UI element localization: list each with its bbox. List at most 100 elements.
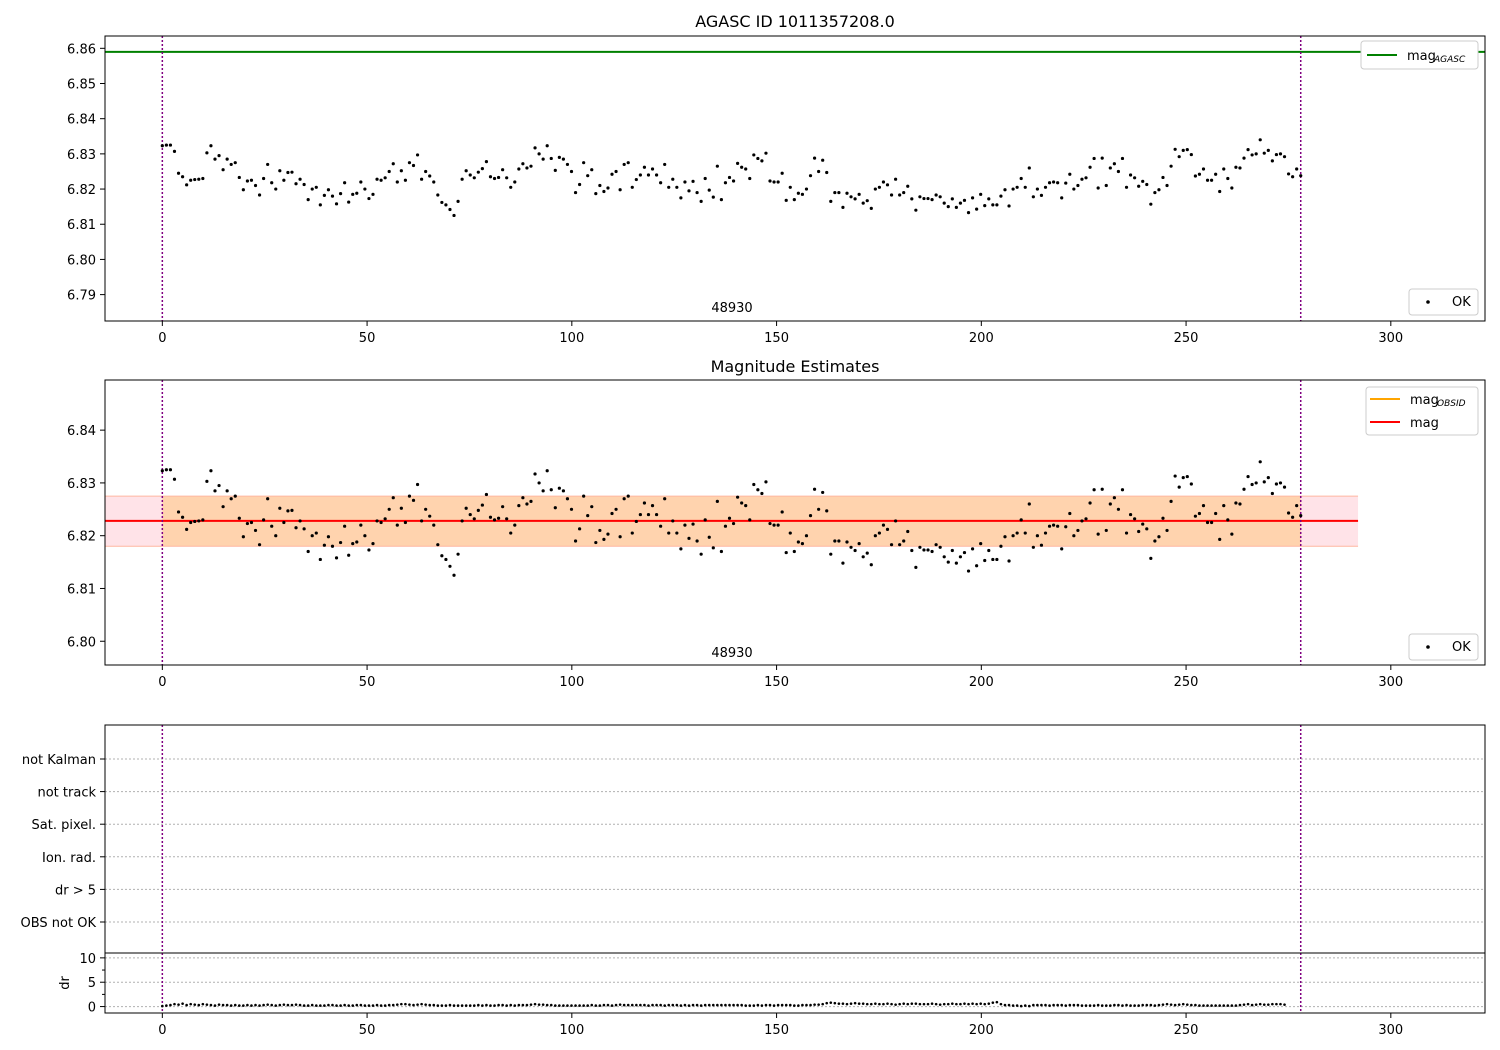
mag-point	[966, 211, 971, 215]
dr-point	[310, 1003, 314, 1007]
mag-point	[942, 201, 946, 205]
mag-point	[979, 192, 983, 196]
mag-point	[1084, 176, 1088, 180]
mag-estimate-point	[298, 519, 302, 523]
panel2-title: Magnitude Estimates	[711, 357, 880, 376]
dr-point	[869, 1002, 873, 1006]
dr-point	[1279, 1002, 1282, 1006]
mag-estimate-point	[1185, 474, 1189, 479]
dr-point	[606, 1003, 610, 1007]
mag-estimate-point	[979, 542, 983, 546]
mag-point	[1258, 138, 1262, 142]
mag-point	[699, 199, 703, 203]
mag-point	[800, 192, 805, 196]
mag-point	[440, 200, 444, 205]
mag-point	[727, 175, 732, 180]
mag-point	[922, 196, 926, 201]
mag-estimate-point	[727, 516, 732, 520]
panel2-xtick-label: 200	[969, 675, 994, 690]
mag-point	[1246, 148, 1250, 152]
mag-estimate-point	[1088, 501, 1092, 505]
mag-point	[926, 196, 930, 201]
mag-estimate-point	[213, 489, 217, 493]
mag-estimate-point	[1266, 476, 1270, 480]
mag-point	[1242, 156, 1246, 160]
mag-estimate-point	[715, 499, 719, 503]
dr-point	[477, 1003, 480, 1007]
dr-point	[1254, 1003, 1258, 1006]
panel2-ytick-label: 6.81	[67, 582, 96, 597]
dr-point	[1198, 1004, 1201, 1007]
dr-point	[999, 1002, 1003, 1006]
dr-point	[493, 1004, 496, 1007]
dr-point	[955, 1002, 958, 1006]
mag-point	[492, 176, 497, 181]
dr-point	[987, 1002, 991, 1005]
mag-estimate-point	[1027, 502, 1031, 506]
mag-estimate-point	[1262, 480, 1266, 484]
mag-point	[1266, 148, 1270, 152]
mag-estimate-point	[302, 527, 306, 531]
mag-point	[740, 165, 744, 169]
dr-point	[926, 1002, 930, 1006]
dr-point	[1169, 1003, 1173, 1006]
mag-point	[399, 169, 403, 173]
mag-point	[1137, 184, 1141, 188]
mag-estimate-point	[663, 497, 667, 501]
mag-estimate-point	[752, 482, 756, 487]
dr-point	[525, 1003, 529, 1007]
mag-point	[533, 146, 537, 150]
panel2-ytick-label: 6.80	[67, 635, 96, 650]
dr-point	[1202, 1004, 1205, 1007]
dr-point	[1242, 1003, 1246, 1006]
dr-point	[849, 1002, 853, 1005]
dr-point	[1246, 1002, 1250, 1006]
mag-estimate-point	[703, 518, 707, 522]
mag-estimate-point	[1177, 485, 1181, 489]
dr-point	[169, 1003, 172, 1007]
dr-point	[756, 1003, 760, 1007]
mag-estimate-point	[383, 517, 387, 521]
mag-point	[736, 161, 740, 165]
mag-point	[671, 177, 675, 181]
mag-point	[233, 161, 237, 165]
mag-point	[185, 183, 189, 187]
dr-point	[946, 1002, 950, 1006]
dr-point	[1206, 1004, 1209, 1007]
mag-estimate-point	[1141, 522, 1145, 526]
mag-point	[448, 207, 452, 212]
mag-point	[906, 184, 910, 188]
mag-estimate-point	[229, 497, 233, 501]
dr-point	[1125, 1003, 1128, 1007]
mag-estimate-point	[707, 535, 711, 539]
mag-estimate-point	[675, 531, 679, 535]
mag-point	[415, 153, 420, 157]
mag-point	[821, 158, 825, 162]
mag-point	[914, 208, 918, 212]
mag-estimate-point	[667, 531, 671, 535]
mag-estimate-point	[792, 549, 796, 554]
dr-point	[736, 1003, 739, 1007]
panel1-xtick-label: 200	[969, 331, 994, 346]
dr-point	[914, 1002, 918, 1005]
mag-point	[1120, 156, 1125, 161]
mag-point	[436, 193, 440, 197]
dr-point	[1137, 1004, 1140, 1007]
mag-estimate-point	[513, 523, 517, 527]
dr-point	[1129, 1004, 1132, 1007]
dr-point	[387, 1003, 391, 1007]
mag-estimate-point	[176, 510, 181, 514]
dr-point	[400, 1002, 403, 1006]
mag-point	[1047, 181, 1052, 185]
dr-point	[776, 1003, 780, 1007]
mag-point	[1035, 187, 1039, 191]
dr-point	[934, 1002, 938, 1006]
mag-point	[1124, 185, 1129, 189]
dr-point	[959, 1002, 962, 1006]
dr-point	[991, 1001, 995, 1004]
panel2-xtick-label: 50	[359, 675, 376, 690]
mag-estimate-point	[1295, 504, 1299, 508]
dr-point	[1113, 1003, 1116, 1007]
dr-point	[918, 1002, 922, 1006]
mag-estimate-point	[776, 523, 780, 527]
